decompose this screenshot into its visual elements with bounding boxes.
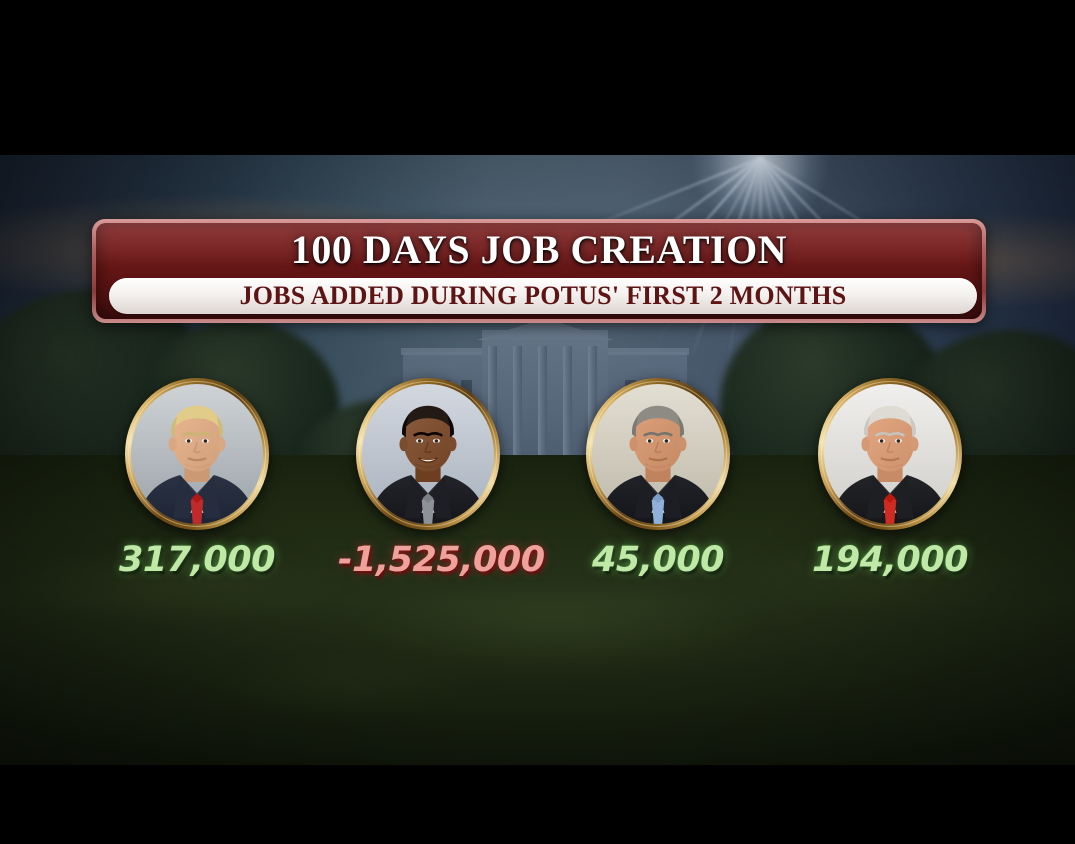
portrait-frame bbox=[586, 378, 730, 530]
portrait-frame bbox=[818, 378, 962, 530]
jobs-figure: 45,000 bbox=[568, 540, 748, 580]
letterbox-bottom bbox=[0, 765, 1075, 844]
jobs-figure: -1,525,000 bbox=[338, 540, 518, 580]
portrait-frame bbox=[125, 378, 269, 530]
jobs-figure: 317,000 bbox=[107, 540, 287, 580]
president-row: 317,000 bbox=[0, 378, 1075, 593]
president-cell: 317,000 bbox=[107, 378, 287, 580]
subtitle-bar: JOBS ADDED DURING POTUS' FIRST 2 MONTHS bbox=[109, 278, 977, 314]
page-subtitle: JOBS ADDED DURING POTUS' FIRST 2 MONTHS bbox=[240, 281, 847, 311]
broadcast-graphic: 100 DAYS JOB CREATION JOBS ADDED DURING … bbox=[0, 0, 1075, 844]
obama-portrait bbox=[362, 384, 494, 524]
portrait-frame bbox=[356, 378, 500, 530]
trump-portrait bbox=[131, 384, 263, 524]
title-banner: 100 DAYS JOB CREATION JOBS ADDED DURING … bbox=[92, 219, 986, 323]
page-title: 100 DAYS JOB CREATION bbox=[96, 226, 982, 273]
clinton-portrait bbox=[824, 384, 956, 524]
letterbox-top bbox=[0, 0, 1075, 155]
president-cell: 45,000 bbox=[568, 378, 748, 580]
president-cell: 194,000 bbox=[800, 378, 980, 580]
president-cell: -1,525,000 bbox=[338, 378, 518, 580]
bush-portrait bbox=[592, 384, 724, 524]
jobs-figure: 194,000 bbox=[800, 540, 980, 580]
title-banner-inner: 100 DAYS JOB CREATION JOBS ADDED DURING … bbox=[96, 223, 982, 319]
